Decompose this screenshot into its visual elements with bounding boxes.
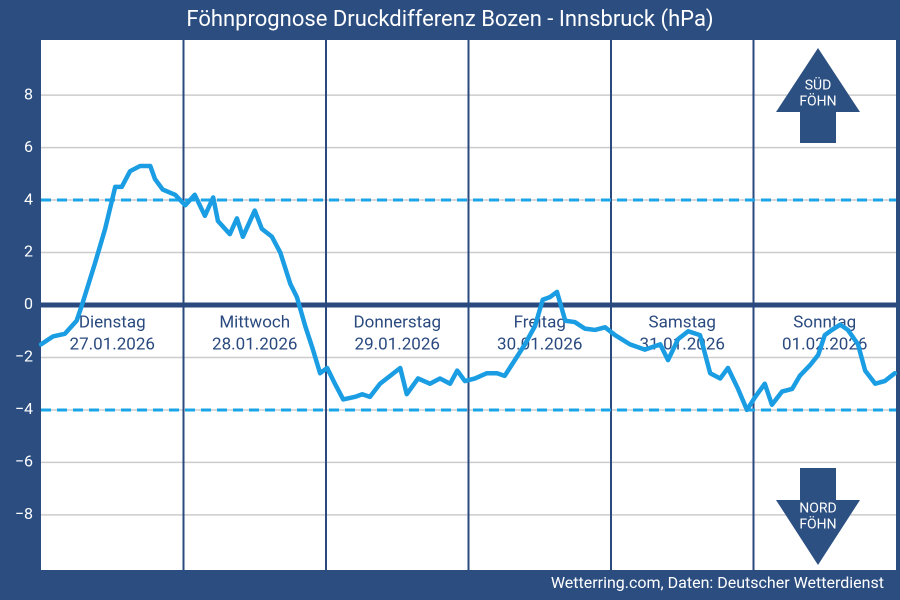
day-name: Donnerstag [353,312,441,332]
day-name: Mittwoch [219,312,290,332]
y-tick-label: −8 [15,504,33,523]
y-tick-label: 8 [24,84,33,103]
south-label: SÜD [805,77,832,94]
y-tick-label: 6 [24,137,33,156]
y-tick-label: −6 [15,452,33,471]
day-date: 01.02.2026 [782,334,867,354]
day-date: 30.01.2026 [497,334,582,354]
day-date: 27.01.2026 [70,334,155,354]
data-line [38,163,898,413]
north-label: NORD [799,501,836,517]
y-tick-label: −4 [15,399,33,418]
y-tick-label: −2 [15,347,33,366]
north-arrow [776,468,860,565]
day-date: 29.01.2026 [355,334,440,354]
south-arrow [776,48,860,143]
footer: Wetterring.com, Daten: Deutscher Wetterd… [551,573,884,592]
day-name: Samstag [649,312,716,332]
y-tick-label: 0 [24,294,33,313]
day-date: 28.01.2026 [212,334,297,354]
chart-title: Föhnprognose Druckdifferenz Bozen - Inns… [186,7,713,32]
north-label: FÖHN [799,516,836,533]
y-tick-label: 2 [24,242,33,261]
south-label: FÖHN [799,93,836,110]
day-name: Freitag [514,312,566,332]
day-name: Dienstag [79,312,146,332]
y-tick-label: 4 [24,189,33,208]
